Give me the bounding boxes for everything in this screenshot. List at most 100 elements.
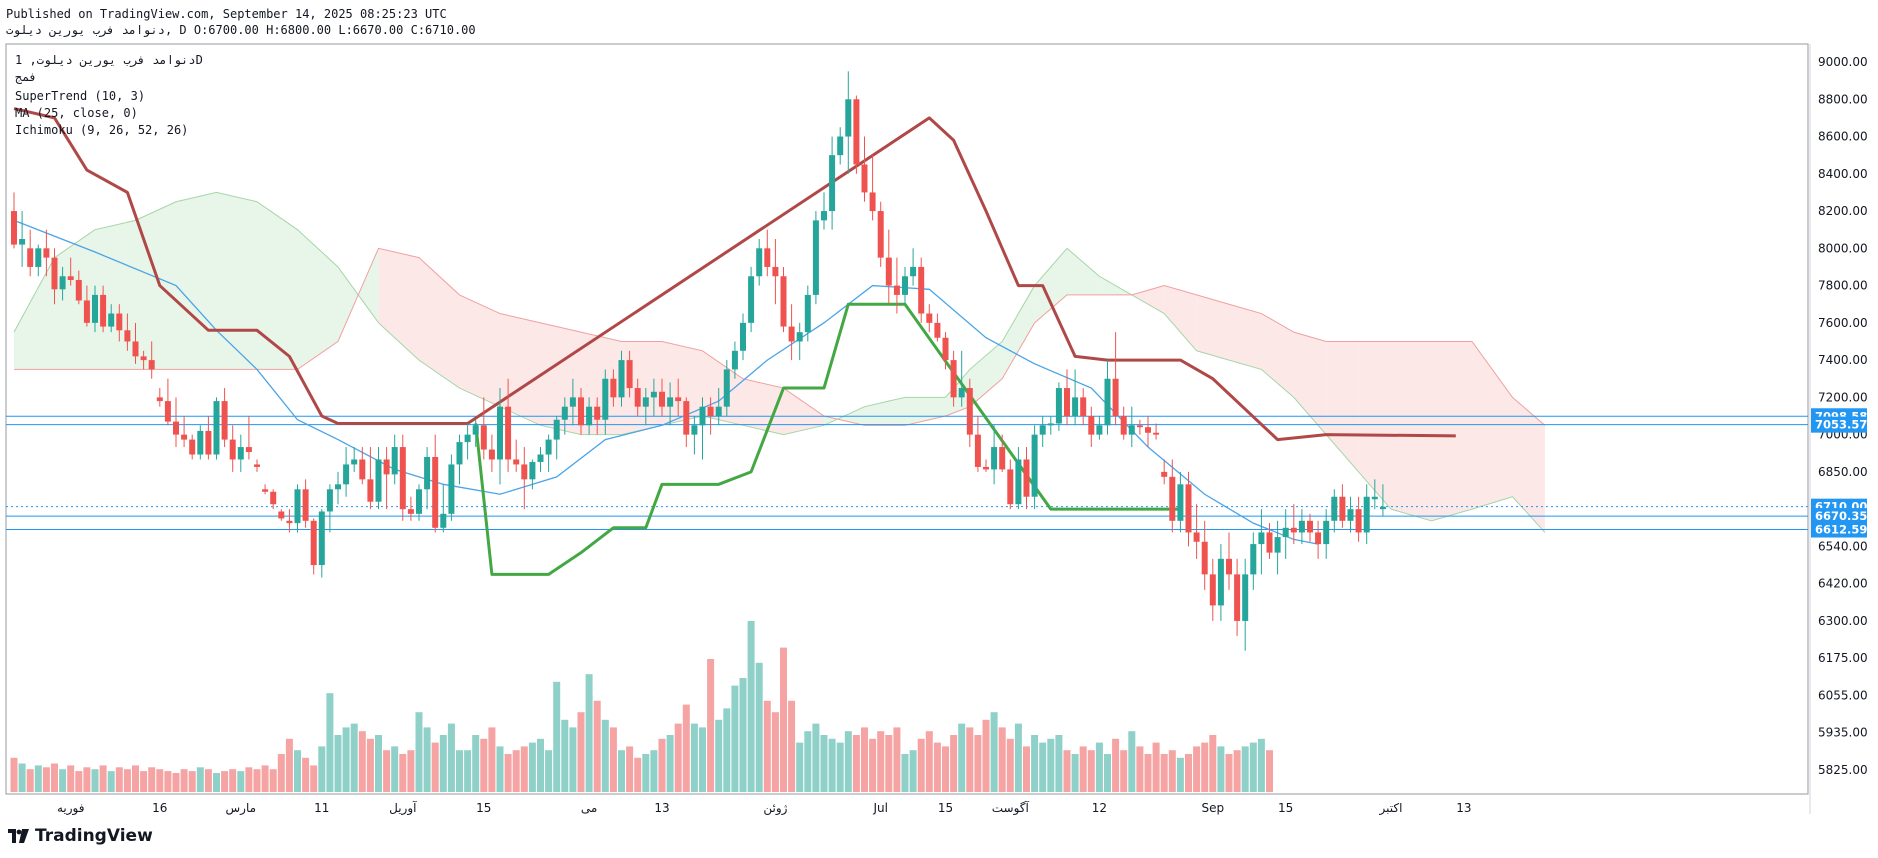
volume-bar — [1055, 735, 1063, 792]
candle-body — [245, 447, 252, 453]
candle-body — [270, 491, 277, 505]
candle-body — [934, 322, 941, 338]
candle-body — [1298, 520, 1305, 533]
candle-body — [626, 360, 633, 389]
candle-body — [950, 360, 957, 398]
legend-ichimoku: Ichimoku (9, 26, 52, 26) — [15, 123, 189, 137]
candle-body — [100, 294, 107, 327]
volume-bar — [229, 769, 237, 792]
volume-bar — [901, 754, 909, 792]
candle-body — [1217, 558, 1224, 606]
ma-line — [13, 219, 1319, 545]
candle-body — [1379, 506, 1386, 510]
y-tick-label: 6300.00 — [1818, 614, 1868, 628]
volume-bar — [561, 719, 569, 792]
volume-bar — [990, 712, 998, 792]
volume-bar — [51, 763, 58, 792]
candle-body — [1274, 537, 1281, 553]
volume-bar — [1225, 754, 1233, 792]
y-tick-label: 9000.00 — [1818, 55, 1868, 69]
volume-bar — [245, 767, 253, 792]
candle-body — [1323, 520, 1330, 545]
volume-bar — [974, 735, 982, 792]
candle-body — [67, 276, 74, 280]
legend-supertrend: SuperTrend (10, 3) — [15, 89, 146, 103]
volume-bar — [553, 681, 561, 792]
x-tick-label: 11 — [314, 801, 329, 815]
volume-bar — [107, 771, 115, 792]
ichimoku-cloud-segment — [1431, 341, 1472, 521]
candle-body — [343, 464, 350, 485]
candle-body — [464, 434, 471, 443]
ichimoku-cloud-segment — [743, 378, 784, 435]
candle-body — [893, 285, 900, 295]
y-tick-label: 8800.00 — [1818, 92, 1868, 106]
ichimoku-cloud-segment — [783, 388, 824, 435]
volume-bar — [1023, 746, 1030, 792]
candle-body — [683, 401, 690, 435]
candle-body — [1015, 459, 1022, 505]
ichimoku-cloud-segment — [540, 322, 581, 435]
x-tick-label: 15 — [1278, 801, 1293, 815]
candle-body — [472, 425, 479, 435]
volume-bar — [132, 765, 139, 792]
volume-bar — [796, 742, 804, 792]
x-tick-label: Sep — [1201, 801, 1224, 815]
volume-bar — [399, 754, 407, 792]
candle-body — [869, 192, 876, 212]
volume-bar — [140, 771, 148, 792]
volume-bar — [804, 731, 812, 792]
volume-bar — [1176, 757, 1184, 792]
candle-body — [1039, 425, 1046, 435]
volume-bar — [674, 723, 682, 792]
candle-body — [1307, 520, 1313, 533]
volume-bar — [1144, 754, 1152, 792]
candle-body — [407, 509, 414, 514]
candle-body — [691, 425, 698, 435]
candle-body — [715, 406, 722, 416]
volume-bar — [1241, 746, 1249, 792]
candle-body — [578, 397, 584, 426]
volume-bar — [1249, 742, 1257, 792]
y-tick-label: 5935.00 — [1818, 726, 1868, 740]
volume-bar — [164, 771, 172, 792]
candle-body — [853, 99, 860, 165]
y-tick-label: 6055.00 — [1818, 688, 1868, 702]
candle-body — [699, 406, 706, 426]
volume-bar — [383, 750, 391, 792]
volume-bar — [221, 771, 229, 792]
candle-body — [302, 489, 309, 521]
volume-bar — [1168, 750, 1176, 792]
candle-body — [1153, 432, 1160, 435]
candle-body — [505, 406, 512, 460]
tradingview-logo[interactable]: TradingView — [8, 826, 153, 846]
candle-body — [642, 397, 649, 407]
candle-body — [35, 248, 42, 267]
candle-body — [821, 211, 827, 221]
candle-body — [910, 266, 917, 277]
volume-bar — [998, 727, 1006, 792]
candle-body — [1242, 574, 1249, 621]
x-tick-label: آوریل — [389, 800, 417, 816]
candle-body — [707, 406, 714, 416]
legend-ma: MA (25, close, 0) — [15, 106, 138, 120]
candle-body — [740, 322, 746, 351]
candle-body — [958, 388, 965, 398]
volume-bar — [350, 723, 358, 792]
candle-body — [237, 447, 244, 460]
candle-body — [1177, 484, 1184, 521]
volume-bar — [731, 685, 739, 792]
ichimoku-cloud-segment — [419, 257, 460, 389]
volume-bar — [844, 731, 852, 792]
volume-bar — [204, 769, 212, 792]
volume-bar — [156, 769, 164, 792]
volume-bar — [601, 719, 609, 792]
volume-bar — [634, 757, 642, 792]
volume-bar — [253, 769, 261, 792]
price-label-box — [1811, 416, 1867, 433]
candle-body — [845, 99, 852, 137]
volume-bar — [326, 693, 334, 792]
candle-body — [1161, 471, 1168, 477]
volume-bar — [877, 731, 885, 792]
